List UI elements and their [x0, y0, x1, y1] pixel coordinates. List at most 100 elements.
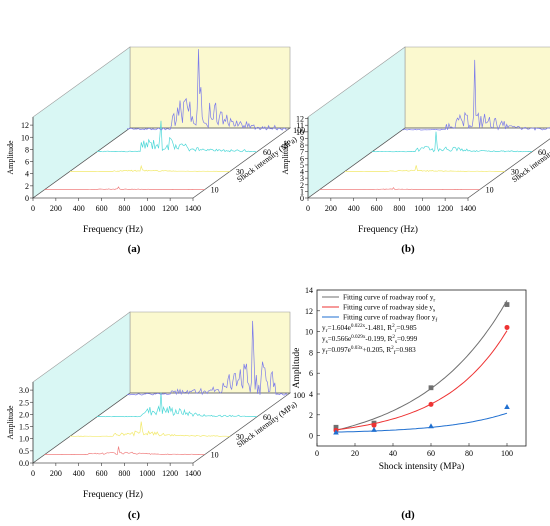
depth-tick-label: 60: [263, 148, 271, 157]
x-tick-label: 400: [73, 469, 85, 478]
x-tick-label: 200: [50, 469, 62, 478]
y-tick-label: 7: [300, 148, 304, 157]
y-tick-label: 6: [25, 158, 29, 167]
y-tick-label: 0.0: [19, 459, 29, 468]
trace-100: [401, 59, 550, 131]
x-tick-label: 600: [371, 204, 383, 213]
panel-label: (a): [128, 243, 141, 255]
x-tick-label: 100: [501, 449, 513, 458]
y-tick-label: 4: [25, 170, 29, 179]
fit-curve-r: [335, 300, 508, 431]
data-point: [504, 302, 510, 307]
side-wall: [32, 311, 131, 464]
y-tick-label: 0: [300, 194, 304, 203]
y-tick-label: 0.5: [19, 447, 29, 456]
x-tick-label: 600: [96, 469, 108, 478]
depth-tick-label: 60: [263, 413, 271, 422]
trace-60: [372, 131, 533, 153]
depth-tick-label: 30: [236, 167, 244, 176]
y-tick-label: 1: [300, 187, 304, 196]
y-axis-label: Amplitude: [281, 140, 290, 175]
depth-tick-label: 60: [538, 148, 546, 157]
x-tick-label: 0: [306, 204, 310, 213]
y-tick-label: 0: [25, 194, 29, 203]
fit-curve-s: [335, 330, 508, 431]
depth-tick-label: 10: [486, 186, 494, 195]
y-tick-label: 0: [309, 432, 313, 441]
y-tick-label: 8: [25, 145, 29, 154]
depth-tick-label: 30: [511, 167, 519, 176]
x-tick-label: 0: [315, 449, 319, 458]
data-point: [371, 422, 377, 428]
y-tick-label: 10: [21, 133, 29, 142]
x-tick-label: 1200: [437, 204, 453, 213]
back-wall: [129, 46, 291, 129]
x-axis-label: Frequency (Hz): [83, 224, 143, 235]
trace-30: [69, 164, 230, 172]
y-tick-label: 12: [21, 121, 29, 130]
x-tick-label: 1200: [162, 204, 178, 213]
trace-10: [319, 186, 480, 190]
x-tick-label: 80: [465, 449, 473, 458]
panel-label: (d): [401, 509, 415, 521]
x-tick-label: 400: [73, 204, 85, 213]
depth-axis-label: Shock intensity (MPa): [235, 399, 299, 449]
x-tick-label: 200: [325, 204, 337, 213]
y-tick-label: 11: [296, 121, 304, 130]
fit-equation: yf=0.097e0.03x+0.205, R2f=0.983: [322, 345, 416, 356]
fit-curve-f: [335, 412, 508, 433]
y-tick-label: 1.0: [19, 435, 29, 444]
y-tick-label: 5: [300, 161, 304, 170]
x-tick-label: 800: [393, 204, 405, 213]
y-tick-label: 6: [300, 154, 304, 163]
y-tick-label: 4: [309, 390, 313, 399]
data-point: [504, 324, 510, 330]
trace-10: [44, 446, 205, 455]
trace-60: [96, 120, 257, 153]
depth-tick-label: 10: [211, 451, 219, 460]
panel-label: (b): [401, 243, 415, 255]
y-tick-label: 2: [309, 411, 313, 420]
y-tick-label: 8: [309, 348, 313, 357]
y-axis-label: Amplitude: [292, 348, 302, 389]
y-axis-label: Amplitude: [6, 140, 15, 175]
x-axis-label: Frequency (Hz): [358, 224, 418, 235]
y-tick-label: 2: [300, 181, 304, 190]
x-tick-label: 1400: [185, 204, 201, 213]
x-axis-label: Shock intensity (MPa): [379, 461, 465, 472]
x-tick-label: 800: [118, 469, 130, 478]
x-tick-label: 0: [31, 204, 35, 213]
data-point: [333, 429, 339, 435]
y-tick-label: 2.0: [19, 410, 29, 419]
data-point: [428, 401, 434, 407]
y-tick-label: 9: [300, 134, 304, 143]
x-axis-label: Frequency (Hz): [83, 489, 143, 500]
trace-10: [44, 186, 205, 190]
back-wall: [129, 311, 291, 394]
x-tick-label: 0: [31, 469, 35, 478]
y-tick-label: 8: [300, 141, 304, 150]
fit-equation: yr=1.604e0.022x-1.481, R2r=0.985: [322, 323, 417, 334]
trace-30: [344, 165, 505, 172]
trace-100: [127, 320, 288, 396]
panel-label: (c): [128, 509, 141, 521]
y-tick-label: 14: [305, 286, 313, 295]
y-tick-label: 3: [300, 174, 304, 183]
y-tick-label: 12: [296, 115, 304, 124]
y-tick-label: 3.0: [19, 386, 29, 395]
y-tick-label: 1.5: [19, 423, 29, 432]
data-point: [428, 385, 434, 391]
y-axis-label: Amplitude: [6, 405, 15, 440]
data-point: [333, 424, 339, 430]
y-tick-label: 10: [305, 328, 313, 337]
x-tick-label: 800: [118, 204, 130, 213]
data-point: [371, 426, 377, 432]
x-tick-label: 1000: [414, 204, 430, 213]
trace-30: [69, 421, 230, 437]
depth-axis-label: Shock intensity (MPa): [510, 134, 550, 184]
y-tick-label: 12: [305, 307, 313, 316]
x-tick-label: 600: [96, 204, 108, 213]
x-tick-label: 20: [351, 449, 359, 458]
